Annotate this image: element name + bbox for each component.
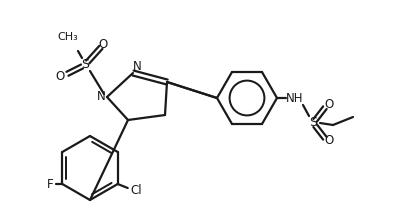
Text: N: N <box>133 60 141 72</box>
Text: NH: NH <box>286 92 304 104</box>
Text: O: O <box>98 39 108 51</box>
Text: CH₃: CH₃ <box>58 32 78 42</box>
Text: O: O <box>324 134 334 148</box>
Text: N: N <box>97 90 105 104</box>
Text: Cl: Cl <box>130 184 142 196</box>
Text: F: F <box>47 178 54 191</box>
Text: S: S <box>81 58 89 71</box>
Text: O: O <box>324 99 334 111</box>
Text: O: O <box>55 71 65 83</box>
Text: S: S <box>309 117 317 129</box>
